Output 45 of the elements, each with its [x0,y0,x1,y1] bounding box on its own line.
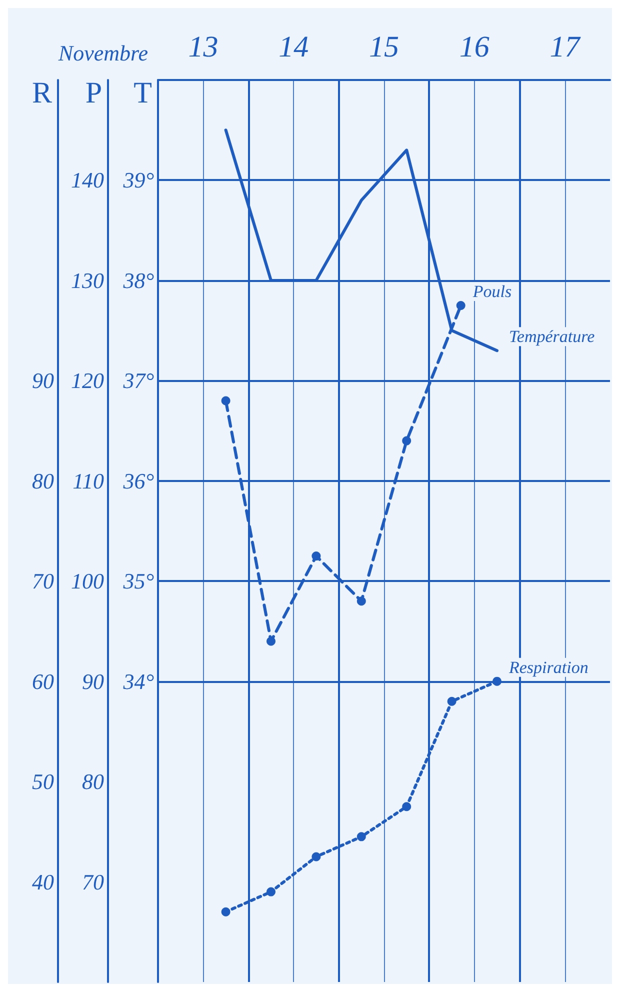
series-label: Respiration [508,658,588,677]
y3-tick-label: 80 [32,468,54,494]
series-label: Température [509,327,596,346]
point [221,907,230,916]
y2-tick-label: 120 [71,368,104,394]
point [266,887,276,896]
y3-tick-label: 40 [32,869,54,894]
y3-tick-label: 70 [32,568,54,594]
y-tick-label: 39° [122,168,154,193]
series-label: Pouls [472,282,512,301]
point [266,636,276,646]
y-tick-label: 34° [122,668,154,694]
y2-tick-label: 100 [71,568,104,594]
point [312,852,321,862]
x-tick-label: 13 [188,30,218,64]
y-tick-label: 37° [122,368,154,394]
y3-tick-label: 60 [32,668,54,694]
y2-tick-label: 110 [72,468,104,494]
point [447,696,456,706]
y3-tick-label: 90 [32,368,54,394]
point [402,436,412,446]
y-tick-label: 35° [122,568,154,594]
y2-tick-label: 90 [82,668,104,694]
x-tick-label: 17 [550,30,582,64]
y-tick-label: 38° [122,268,154,293]
y2-tick-label: 140 [71,168,104,193]
x-axis-title: Novembre [57,40,148,66]
y-axis-title: T [134,76,152,110]
point [492,676,502,686]
x-tick-label: 15 [369,30,399,64]
y3-axis-title: R [32,76,52,110]
y2-axis-title: P [85,76,102,110]
y2-tick-label: 130 [71,268,104,293]
point [456,301,466,310]
x-tick-label: 14 [278,30,309,64]
point [312,552,321,561]
point [221,396,230,406]
x-tick-label: 16 [459,30,490,64]
y2-tick-label: 80 [82,769,104,794]
y3-tick-label: 50 [32,769,54,794]
point [402,802,412,812]
point [356,832,366,842]
point [356,596,366,606]
y-tick-label: 36° [122,468,154,494]
y2-tick-label: 70 [82,869,104,894]
